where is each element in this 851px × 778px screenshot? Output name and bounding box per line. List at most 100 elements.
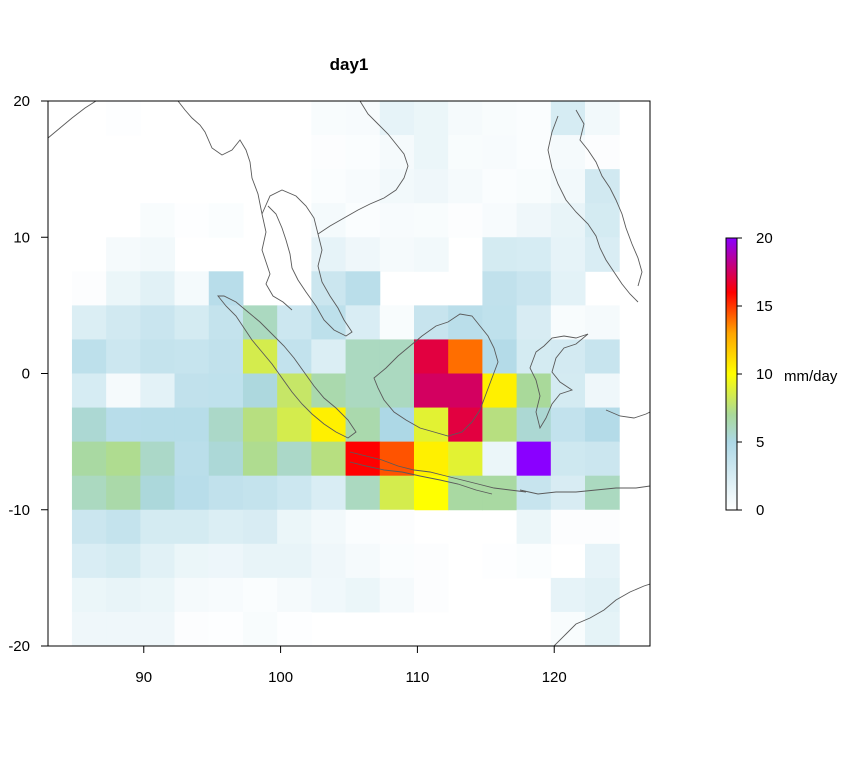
heatmap-cell (345, 101, 381, 136)
heatmap-cell (242, 339, 278, 374)
heatmap-cell (140, 203, 176, 238)
heatmap-cell (550, 611, 586, 646)
heatmap-cell (208, 509, 244, 545)
heatmap-cell (516, 101, 552, 136)
coastline-map (48, 101, 650, 646)
heatmap-cell (585, 577, 620, 613)
heatmap-cell (106, 407, 141, 443)
heatmap-cell (482, 373, 518, 409)
heatmap-cell (174, 611, 210, 646)
heatmap-cell (106, 339, 141, 374)
heatmap-cell (550, 441, 586, 477)
heatmap-cell (448, 203, 483, 238)
heatmap-cell (585, 339, 620, 374)
heatmap-cell (208, 203, 244, 238)
heatmap-cell (345, 339, 381, 374)
colorbar-gradient (725, 237, 738, 511)
heatmap-cell (448, 135, 483, 170)
heatmap-cell (413, 305, 449, 340)
heatmap-cell (516, 169, 552, 204)
heatmap-cell (345, 271, 381, 306)
heatmap-cell (585, 237, 620, 272)
colorbar-tick-label: 0 (756, 502, 764, 519)
heatmap-cell (550, 271, 586, 306)
heatmap-cell (174, 577, 210, 613)
x-tick-label: 100 (268, 669, 293, 686)
heatmap-cell (345, 543, 381, 579)
heatmap-cell (208, 543, 244, 579)
heatmap-cell (413, 373, 449, 409)
heatmap-cell (585, 373, 620, 409)
heatmap-cell (208, 441, 244, 477)
heatmap-cell (311, 271, 347, 306)
heatmap-cell (311, 203, 347, 238)
heatmap-cell (106, 441, 141, 477)
heatmap-cell (71, 475, 107, 511)
heatmap-cell (516, 509, 552, 545)
heatmap-cells (71, 101, 620, 646)
heatmap-cell (140, 237, 176, 272)
x-tick-label: 120 (542, 669, 567, 686)
heatmap-cell (208, 271, 244, 306)
heatmap-cell (413, 339, 449, 374)
heatmap-cell (345, 441, 381, 477)
chart-title: day1 (330, 55, 369, 74)
heatmap-cell (345, 509, 381, 545)
heatmap-cell (71, 543, 107, 579)
heatmap-cell (208, 339, 244, 374)
heatmap-cell (482, 271, 518, 306)
heatmap-cell (550, 237, 586, 272)
heatmap-cell (482, 135, 518, 170)
heatmap-cell (516, 407, 552, 443)
heatmap-cell (482, 237, 518, 272)
x-tick-label: 90 (135, 669, 152, 686)
heatmap-cell (345, 305, 381, 340)
heatmap-cell (516, 543, 552, 579)
heatmap-cell (413, 543, 449, 579)
y-tick-label: -20 (8, 638, 30, 655)
heatmap-cell (413, 407, 449, 443)
heatmap-cell (174, 543, 210, 579)
heatmap-cell (311, 339, 347, 374)
heatmap-cell (208, 577, 244, 613)
colorbar-tick-label: 5 (756, 434, 764, 451)
heatmap-cell (585, 475, 620, 511)
heatmap-cell (413, 237, 449, 272)
y-tick-label: 10 (13, 229, 30, 246)
heatmap-cell (448, 475, 483, 511)
heatmap-cell (550, 577, 586, 613)
heatmap-cell (379, 135, 415, 170)
heatmap-cell (345, 237, 381, 272)
heatmap-cell (585, 101, 620, 136)
heatmap-cell (277, 543, 312, 579)
y-tick-label: 0 (22, 366, 30, 383)
heatmap-cell (277, 305, 312, 340)
heatmap-cell (208, 373, 244, 409)
heatmap-cell (106, 271, 141, 306)
heatmap-cell (448, 373, 483, 409)
heatmap-cell (174, 441, 210, 477)
heatmap-cell (550, 339, 586, 374)
heatmap-cell (71, 339, 107, 374)
heatmap-cell (277, 611, 312, 646)
heatmap-cell (345, 373, 381, 409)
heatmap-cell (242, 475, 278, 511)
heatmap-cell (550, 203, 586, 238)
heatmap-cell (448, 101, 483, 136)
heatmap-cell (140, 271, 176, 306)
heatmap-cell (345, 203, 381, 238)
heatmap-cell (311, 135, 347, 170)
heatmap-cell (106, 611, 141, 646)
heatmap-cell (208, 407, 244, 443)
heatmap-cell (550, 305, 586, 340)
heatmap-cell (585, 441, 620, 477)
heatmap-cell (379, 509, 415, 545)
heatmap-cell (413, 475, 449, 511)
heatmap-cell (379, 203, 415, 238)
y-tick-label: 20 (13, 93, 30, 110)
heatmap-cell (277, 441, 312, 477)
heatmap-cell (71, 407, 107, 443)
heatmap-cell (311, 169, 347, 204)
heatmap-cell (482, 441, 518, 477)
colorbar-label: mm/day (784, 368, 838, 385)
